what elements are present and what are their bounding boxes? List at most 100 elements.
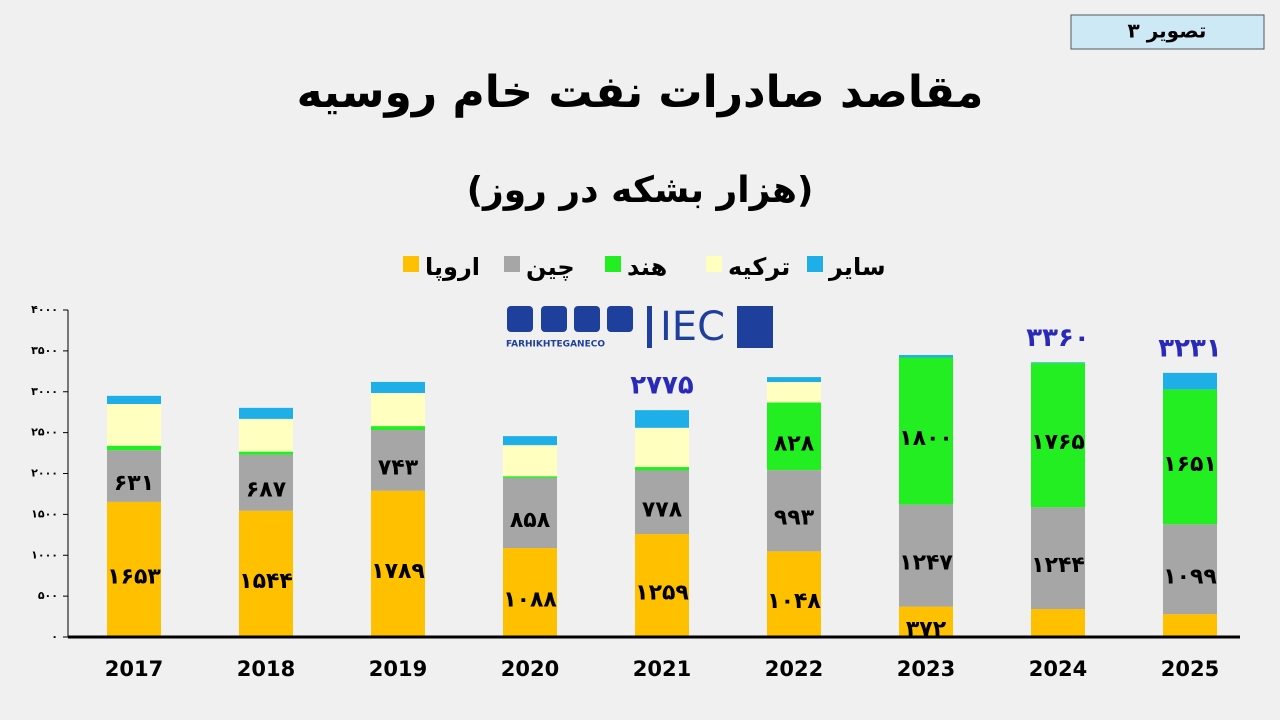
x-tick-label: 2021 — [633, 657, 691, 681]
x-tick-label: 2025 — [1161, 657, 1219, 681]
bar-segment — [1163, 524, 1217, 615]
data-label: ۱۲۵۹ — [635, 581, 689, 606]
bar-segment — [899, 355, 953, 358]
data-label: ۹۹۳ — [774, 506, 815, 531]
icon-instagram — [574, 306, 600, 332]
icon-x — [507, 306, 533, 332]
data-label: ۷۷۸ — [642, 497, 683, 522]
data-label: ۱۸۰۰ — [899, 426, 953, 451]
y-tick-label: ۲۰۰۰ — [31, 467, 58, 480]
bar-segment — [1031, 362, 1085, 364]
y-tick-label: ۳۰۰۰ — [31, 385, 58, 398]
bar-segment — [635, 470, 689, 535]
logo-bar — [647, 306, 652, 348]
y-tick-label: ۰ — [51, 630, 58, 643]
legend-swatch — [504, 256, 520, 272]
legend-swatch — [605, 256, 621, 272]
bar-segment — [503, 548, 557, 637]
y-tick-label: ۱۰۰۰ — [31, 548, 58, 561]
bar-segment — [107, 395, 161, 405]
legend-label: چین — [526, 253, 575, 281]
bar-segment — [107, 501, 161, 637]
x-tick-label: 2020 — [501, 657, 559, 681]
bar-segment — [503, 477, 557, 549]
bar-segment — [767, 551, 821, 637]
figure-label: تصویر ۳ — [1128, 19, 1207, 43]
bar-segment — [899, 504, 953, 607]
data-label: ۸۵۸ — [510, 508, 551, 533]
data-label: ۱۲۴۴ — [1031, 553, 1085, 578]
bar-segment — [767, 402, 821, 471]
data-label: ۱۲۴۷ — [899, 551, 953, 576]
bar-segment — [1031, 363, 1085, 508]
bar-segment — [503, 436, 557, 446]
chart-subtitle: (هزار بشکه در روز) — [467, 170, 814, 211]
bar-segment — [767, 382, 821, 403]
bar-segment — [1163, 372, 1217, 390]
bar-segment — [107, 445, 161, 451]
bar-segment — [503, 476, 557, 478]
data-label: ۶۳۱ — [114, 471, 154, 496]
bar-segment — [1163, 614, 1217, 637]
logo-caption: FARHIKHTEGANECO — [506, 340, 605, 350]
total-label: ۲۷۷۵ — [630, 371, 694, 401]
bar-segment — [107, 404, 161, 446]
bar-segment — [239, 451, 293, 455]
bar-segment — [767, 470, 821, 552]
data-label: ۱۰۸۸ — [503, 588, 557, 613]
data-label: ۷۴۳ — [378, 455, 419, 480]
bar-segment — [371, 430, 425, 491]
bar-segment — [239, 418, 293, 452]
x-tick-label: 2017 — [105, 657, 163, 681]
bar-segment — [371, 426, 425, 431]
bar-segment — [635, 534, 689, 637]
logo-text: IEC — [660, 304, 725, 350]
data-label: ۱۷۶۵ — [1031, 430, 1085, 455]
legend-swatch — [403, 256, 419, 272]
bar-segment — [107, 450, 161, 502]
y-tick-label: ۱۵۰۰ — [31, 507, 58, 520]
bar-segment — [899, 606, 953, 637]
logo: IEC FARHIKHTEGANECO — [506, 304, 773, 350]
total-label: ۳۲۳۱ — [1158, 333, 1221, 363]
data-label: ۶۸۷ — [246, 478, 287, 503]
icon-telegram — [607, 306, 633, 332]
legend-swatch — [706, 256, 722, 272]
x-tick-label: 2019 — [369, 657, 427, 681]
x-tick-label: 2023 — [897, 657, 955, 681]
total-label: ۳۳۶۰ — [1026, 323, 1089, 353]
data-label: ۱۷۸۹ — [371, 559, 425, 584]
x-tick-label: 2022 — [765, 657, 823, 681]
data-label: ۱۶۵۳ — [107, 564, 161, 589]
bar-segment — [1031, 609, 1085, 637]
bar-segment — [767, 377, 821, 383]
data-label: ۱۵۴۴ — [239, 569, 293, 594]
x-tick-label: 2018 — [237, 657, 295, 681]
bar-segment — [239, 407, 293, 419]
legend-label: اروپا — [425, 253, 480, 281]
bar-segment — [635, 410, 689, 428]
bar-segment — [239, 454, 293, 511]
data-label: ۸۲۸ — [774, 431, 815, 456]
logo-mark — [737, 306, 773, 348]
bar-segment — [899, 357, 953, 505]
data-label: ۱۰۹۹ — [1163, 564, 1217, 589]
legend-label: هند — [627, 253, 667, 281]
bar-segment — [635, 467, 689, 471]
bar-segment — [1163, 389, 1217, 525]
y-tick-label: ۳۵۰۰ — [31, 344, 58, 357]
legend-label: سایر — [828, 253, 886, 281]
y-tick-label: ۲۵۰۰ — [31, 426, 58, 439]
y-tick-label: ۴۰۰۰ — [31, 303, 58, 316]
bar-segment — [503, 445, 557, 477]
bar-segment — [371, 490, 425, 637]
bar-segment — [635, 427, 689, 468]
data-label: ۱۶۵۱ — [1163, 452, 1217, 477]
data-label: ۱۰۴۸ — [767, 589, 821, 614]
chart-title: مقاصد صادرات نفت خام روسیه — [297, 67, 984, 118]
bar-segment — [371, 381, 425, 393]
bar-segment — [239, 510, 293, 637]
bar-segment — [371, 392, 425, 427]
legend-swatch — [807, 256, 823, 272]
